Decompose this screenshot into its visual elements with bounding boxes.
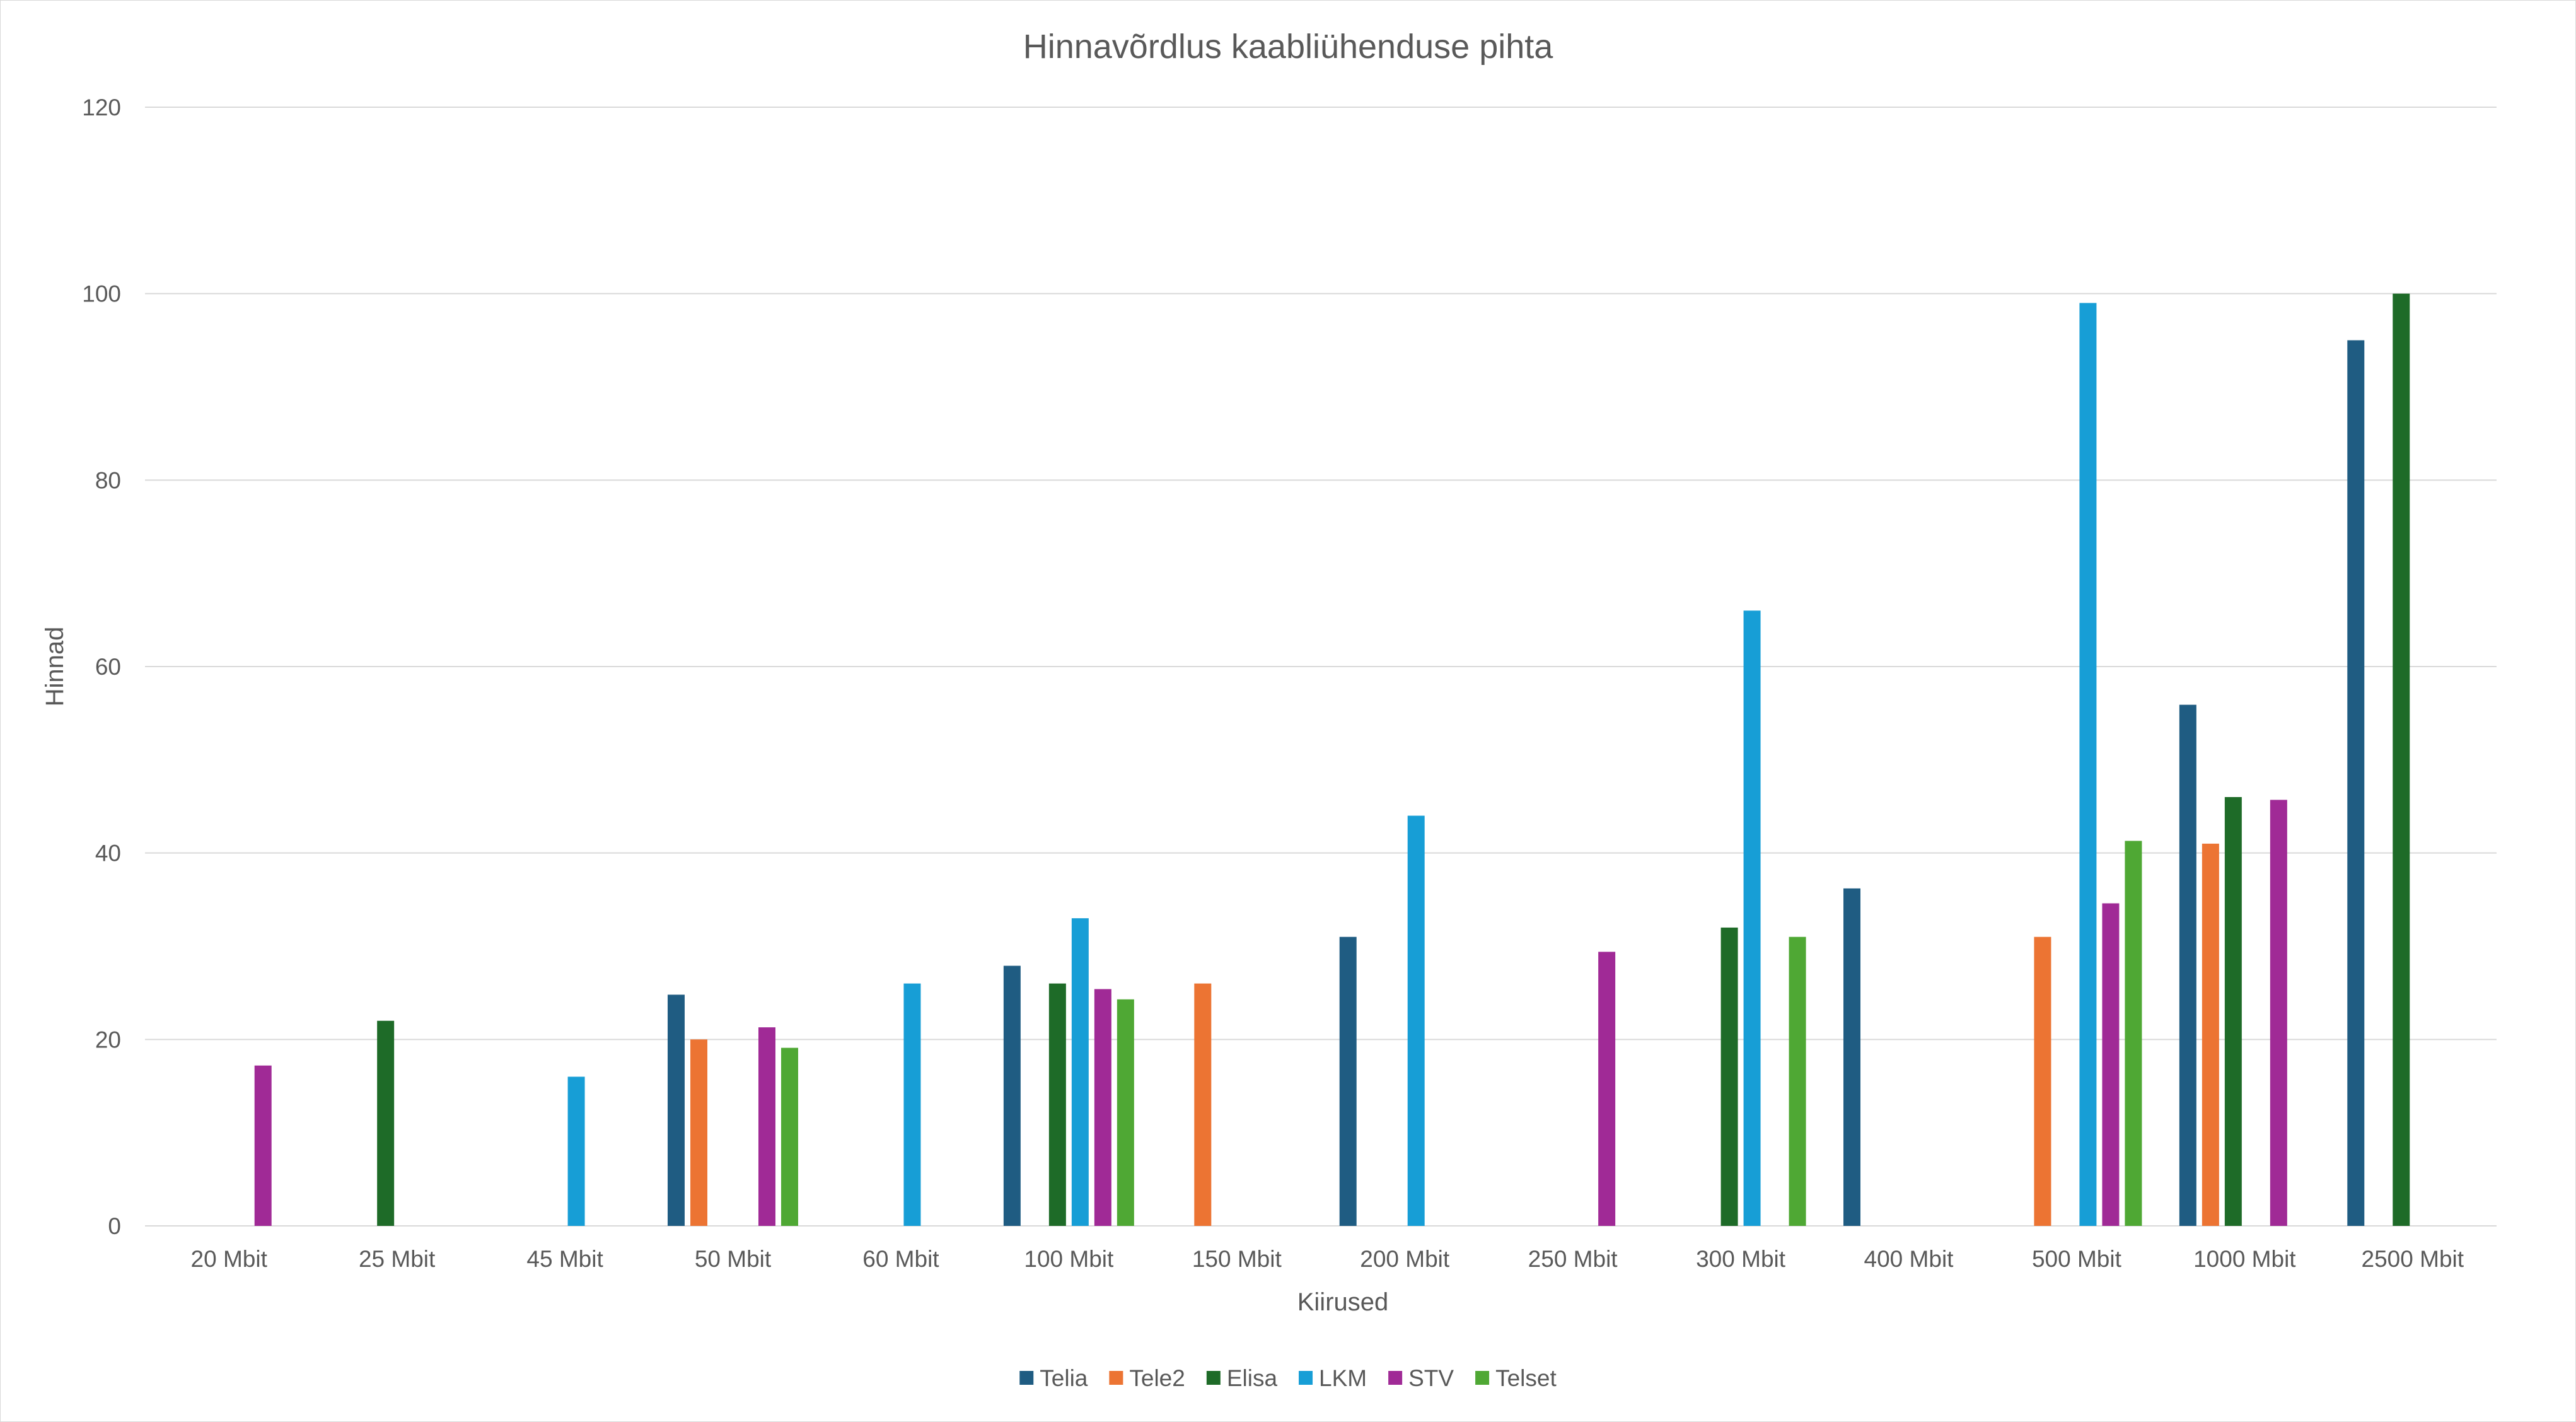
bar-lkm-60-mbit <box>903 983 921 1226</box>
bar-elisa-300-mbit <box>1720 927 1738 1226</box>
bar-elisa-100-mbit <box>1048 983 1066 1226</box>
legend-item-telia: Telia <box>1019 1365 1088 1391</box>
x-tick-label: 250 Mbit <box>1528 1246 1618 1272</box>
bar-telia-2500-mbit <box>2347 340 2365 1227</box>
bar-lkm-300-mbit <box>1743 610 1761 1226</box>
legend-swatch <box>1299 1371 1313 1385</box>
legend-label: Telia <box>1040 1365 1088 1391</box>
bar-telset-300-mbit <box>1789 936 1806 1226</box>
legend-label: Telset <box>1495 1365 1557 1391</box>
y-tick-label: 100 <box>82 281 121 307</box>
y-tick-label: 20 <box>95 1027 121 1052</box>
bar-stv-20-mbit <box>254 1065 272 1226</box>
bar-stv-1000-mbit <box>2270 800 2287 1226</box>
x-tick-label: 150 Mbit <box>1192 1246 1282 1272</box>
legend-label: Elisa <box>1227 1365 1278 1391</box>
bar-elisa-25-mbit <box>377 1020 395 1226</box>
bar-stv-50-mbit <box>758 1027 775 1226</box>
x-tick-label: 300 Mbit <box>1696 1246 1786 1272</box>
legend-item-tele2: Tele2 <box>1109 1365 1185 1391</box>
bar-lkm-45-mbit <box>567 1076 585 1226</box>
bar-lkm-500-mbit <box>2079 303 2097 1227</box>
y-tick-label: 120 <box>82 95 121 120</box>
chart-title: Hinnavõrdlus kaabliühenduse pihta <box>1023 28 1554 66</box>
x-tick-label: 2500 Mbit <box>2362 1246 2464 1272</box>
bar-tele2-150-mbit <box>1194 983 1212 1226</box>
x-axis-title: Kiirused <box>1297 1288 1389 1316</box>
x-tick-label: 50 Mbit <box>695 1246 772 1272</box>
bar-telia-400-mbit <box>1843 888 1860 1226</box>
tick-labels: 0 20 40 60 80 100 120 20 Mbit 25 Mbit 45 Mbit 50 M… <box>82 95 2464 1272</box>
x-tick-label: 400 Mbit <box>1864 1246 1954 1272</box>
bar-telia-1000-mbit <box>2179 704 2196 1226</box>
x-tick-label: 500 Mbit <box>2032 1246 2122 1272</box>
legend-swatch <box>1475 1371 1490 1385</box>
bar-telset-50-mbit <box>781 1047 798 1226</box>
bar-lkm-100-mbit <box>1071 918 1089 1226</box>
legend-item-telset: Telset <box>1475 1365 1557 1391</box>
legend-swatch <box>1388 1371 1403 1385</box>
y-axis-title: Hinnad <box>41 627 69 707</box>
legend-item-stv: STV <box>1388 1365 1454 1391</box>
legend-label: LKM <box>1319 1365 1367 1391</box>
legend-item-elisa: Elisa <box>1206 1365 1278 1391</box>
bar-elisa-2500-mbit <box>2393 293 2410 1227</box>
gridlines <box>145 107 2497 1227</box>
x-tick-label: 1000 Mbit <box>2193 1246 2296 1272</box>
bar-stv-500-mbit <box>2102 903 2120 1226</box>
y-tick-label: 40 <box>95 841 121 866</box>
bar-stv-250-mbit <box>1598 952 1616 1226</box>
x-tick-label: 200 Mbit <box>1360 1246 1450 1272</box>
bar-telia-200-mbit <box>1339 936 1357 1226</box>
x-tick-label: 100 Mbit <box>1024 1246 1114 1272</box>
bar-telia-100-mbit <box>1003 965 1021 1226</box>
legend-swatch <box>1206 1371 1221 1385</box>
legend-swatch <box>1019 1371 1034 1385</box>
bar-tele2-50-mbit <box>690 1039 707 1226</box>
legend-swatch <box>1109 1371 1123 1385</box>
legend-label: Tele2 <box>1129 1365 1185 1391</box>
bar-elisa-1000-mbit <box>2224 796 2242 1226</box>
x-tick-label: 45 Mbit <box>526 1246 603 1272</box>
bar-telia-50-mbit <box>668 994 685 1226</box>
x-tick-label: 60 Mbit <box>862 1246 939 1272</box>
bars <box>254 293 2410 1227</box>
bar-tele2-1000-mbit <box>2202 843 2219 1226</box>
x-tick-label: 20 Mbit <box>191 1246 268 1272</box>
bar-lkm-200-mbit <box>1407 815 1425 1226</box>
y-tick-label: 80 <box>95 467 121 493</box>
bar-tele2-500-mbit <box>2034 936 2051 1226</box>
bar-telset-100-mbit <box>1117 999 1134 1226</box>
y-tick-label: 60 <box>95 654 121 680</box>
legend-label: STV <box>1408 1365 1454 1391</box>
y-tick-label: 0 <box>108 1213 121 1239</box>
legend-item-lkm: LKM <box>1299 1365 1367 1391</box>
bar-stv-100-mbit <box>1094 989 1111 1226</box>
legend: Telia Tele2 Elisa LKM STV Telset <box>1019 1365 1557 1391</box>
bar-telset-500-mbit <box>2125 841 2142 1226</box>
x-tick-label: 25 Mbit <box>359 1246 436 1272</box>
